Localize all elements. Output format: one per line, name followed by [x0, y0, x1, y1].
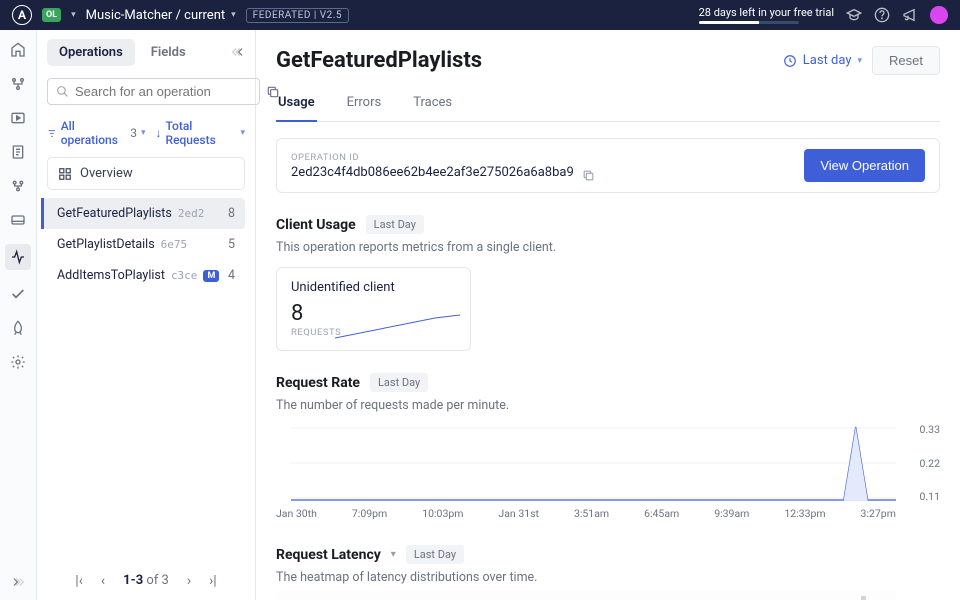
trial-progress	[699, 21, 799, 24]
sort-label: Total Requests	[166, 119, 237, 147]
pager-last[interactable]: ›|	[209, 573, 217, 589]
mutation-badge: M	[203, 270, 219, 282]
operation-item[interactable]: GetFeaturedPlaylists 2ed2 8	[41, 198, 245, 229]
client-card[interactable]: Unidentified client 8 REQUESTS	[276, 267, 471, 351]
view-operation-button[interactable]: View Operation	[804, 149, 925, 182]
insights-icon[interactable]	[5, 244, 31, 270]
op-count: 8	[228, 206, 235, 221]
tab-errors[interactable]: Errors	[345, 85, 384, 122]
request-latency-desc: The heatmap of latency distributions ove…	[276, 570, 940, 585]
operations-sidebar: Operations Fields All operations 3 ▾	[37, 30, 256, 600]
sort-arrow-icon: ↓	[156, 126, 162, 140]
operation-id-box: OPERATION ID 2ed23c4f4db086ee62b4ee2af3e…	[276, 138, 940, 193]
main-content: GetFeaturedPlaylists Last day ▾ Reset Us…	[256, 30, 960, 600]
topbar: A OL ▾ Music-Matcher / current ▾ FEDERAT…	[0, 0, 960, 30]
subgraphs-icon[interactable]	[8, 210, 28, 230]
overview-label: Overview	[80, 166, 133, 181]
filter-label: All operations	[61, 119, 127, 147]
tab-operations[interactable]: Operations	[47, 39, 135, 66]
org-badge[interactable]: OL	[42, 8, 61, 22]
avatar[interactable]	[930, 6, 948, 24]
home-icon[interactable]	[8, 40, 28, 60]
tab-traces[interactable]: Traces	[411, 85, 454, 122]
op-count: 4	[228, 268, 235, 283]
pager-prev[interactable]: ‹	[101, 573, 105, 589]
operation-item[interactable]: AddItemsToPlaylist c3ce M 4	[47, 260, 245, 291]
graph-name: Music-Matcher / current	[86, 8, 226, 23]
pager-first[interactable]: |‹	[75, 573, 83, 589]
copy-icon[interactable]	[582, 169, 595, 182]
apollo-logo[interactable]: A	[12, 5, 32, 25]
help-icon[interactable]	[874, 7, 890, 23]
chevron-down-icon: ▾	[231, 10, 236, 20]
chevron-down-icon: ▾	[240, 128, 245, 138]
request-rate-chart: 0.330.220.11 Jan 30th7:09pm10:03pmJan 31…	[276, 423, 940, 523]
launches-icon[interactable]	[8, 318, 28, 338]
op-id-value: 2ed23c4f4db086ee62b4ee2af3e275026a6a8ba9	[291, 165, 574, 180]
reset-button[interactable]: Reset	[872, 46, 940, 75]
graduation-icon[interactable]	[846, 7, 862, 23]
operation-list: GetFeaturedPlaylists 2ed2 8GetPlaylistDe…	[37, 194, 255, 295]
op-name: GetPlaylistDetails	[57, 237, 155, 252]
checks-icon[interactable]	[8, 284, 28, 304]
search-input[interactable]	[75, 84, 251, 99]
client-usage-desc: This operation reports metrics from a si…	[276, 240, 940, 255]
chevron-down-icon: ▾	[141, 128, 146, 138]
expand-rail-icon[interactable]	[8, 572, 28, 592]
client-usage-title: Client Usage	[276, 217, 356, 233]
tab-fields[interactable]: Fields	[139, 39, 198, 66]
grid-icon	[58, 167, 72, 181]
lastday-badge: Last Day	[366, 215, 424, 234]
pager: |‹ ‹ 1-3 of 3 › ›|	[37, 560, 255, 600]
chevron-down-icon[interactable]: ▾	[391, 549, 396, 560]
clients-icon[interactable]	[8, 176, 28, 196]
sort-dropdown[interactable]: ↓ Total Requests ▾	[156, 119, 245, 147]
collapse-sidebar-icon[interactable]	[231, 45, 245, 59]
changelog-icon[interactable]	[8, 142, 28, 162]
time-label: Last day	[803, 53, 852, 68]
trial-indicator[interactable]: 28 days left in your free trial	[699, 6, 834, 24]
schema-icon[interactable]	[8, 74, 28, 94]
op-hash: 6e75	[161, 238, 188, 251]
op-hash: 2ed2	[178, 207, 205, 220]
clock-icon	[783, 54, 797, 68]
icon-rail	[0, 30, 37, 600]
op-hash: c3ce	[171, 269, 198, 282]
time-range-selector[interactable]: Last day ▾	[783, 53, 862, 68]
lastday-badge: Last Day	[370, 373, 428, 392]
client-name: Unidentified client	[291, 280, 456, 295]
op-id-label: OPERATION ID	[291, 152, 574, 163]
filter-count: 3	[130, 126, 137, 140]
trial-text: 28 days left in your free trial	[699, 6, 834, 19]
announce-icon[interactable]	[902, 7, 918, 23]
search-icon	[56, 85, 69, 98]
request-rate-title: Request Rate	[276, 375, 360, 391]
latency-heatmap	[276, 591, 896, 600]
operation-item[interactable]: GetPlaylistDetails 6e75 5	[47, 229, 245, 260]
overview-item[interactable]: Overview	[47, 157, 245, 190]
search-input-wrap[interactable]	[47, 78, 260, 105]
lastday-badge: Last Day	[406, 545, 464, 564]
chevron-down-icon: ▾	[858, 56, 863, 66]
chevron-down-icon[interactable]: ▾	[71, 10, 76, 20]
request-rate-desc: The number of requests made per minute.	[276, 398, 940, 413]
federated-badge: FEDERATED | V2.5	[246, 8, 349, 23]
request-latency-title: Request Latency	[276, 547, 381, 563]
explorer-icon[interactable]	[8, 108, 28, 128]
filter-icon	[47, 128, 57, 139]
pager-next[interactable]: ›	[187, 573, 191, 589]
op-count: 5	[228, 237, 235, 252]
pager-text: 1-3 of 3	[123, 573, 169, 588]
filter-operations[interactable]: All operations 3 ▾	[47, 119, 146, 147]
op-name: GetFeaturedPlaylists	[57, 206, 172, 221]
op-name: AddItemsToPlaylist	[57, 268, 165, 283]
tab-usage[interactable]: Usage	[276, 85, 317, 122]
graph-selector[interactable]: Music-Matcher / current ▾	[86, 8, 236, 23]
sparkline	[335, 310, 460, 340]
settings-icon[interactable]	[8, 352, 28, 372]
page-title: GetFeaturedPlaylists	[276, 48, 482, 73]
